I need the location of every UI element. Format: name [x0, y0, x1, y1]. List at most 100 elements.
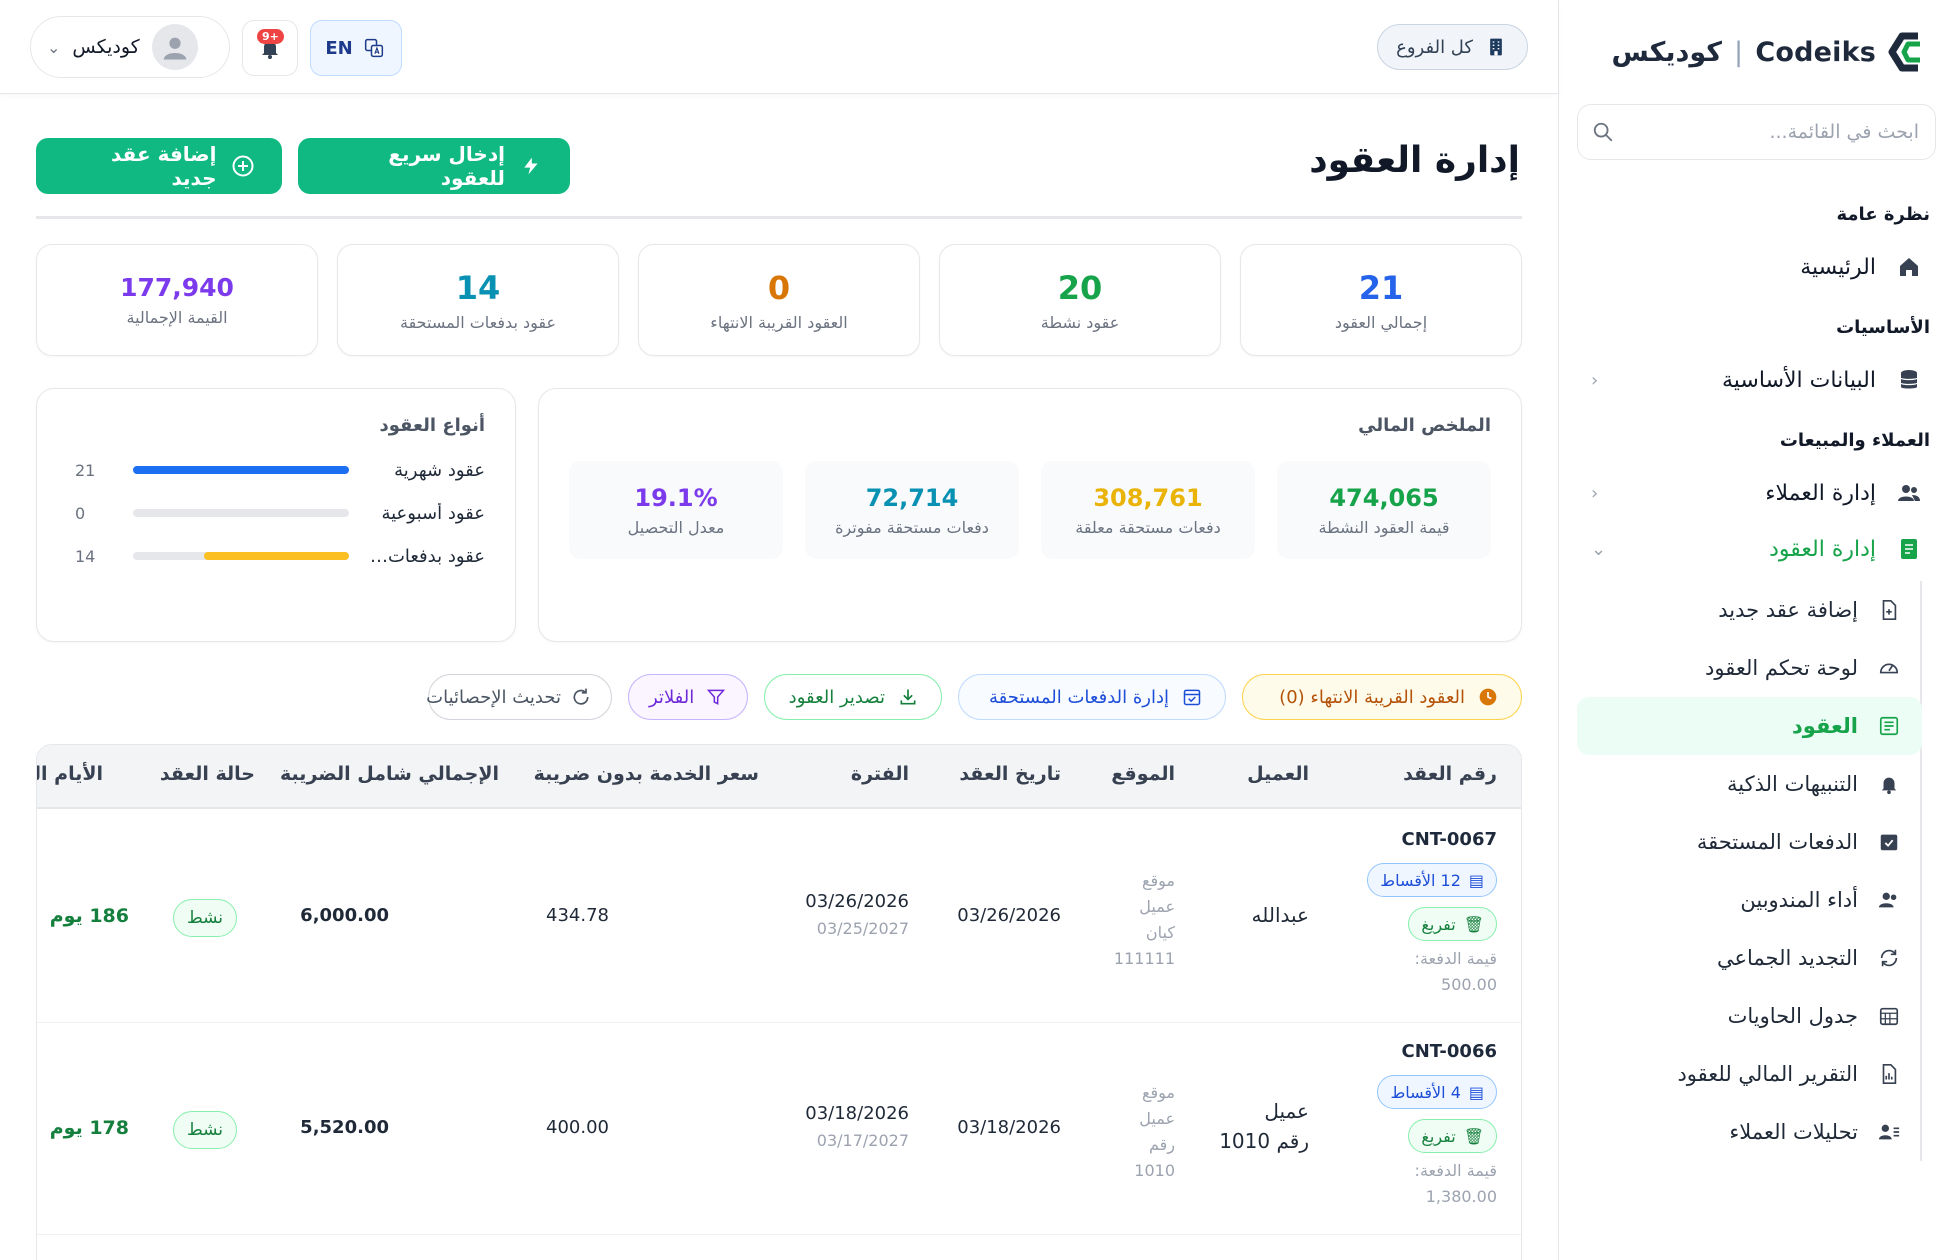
- contracts-table: رقم العقد العميل الموقع تاريخ العقد الفت…: [36, 744, 1522, 1260]
- th-client[interactable]: العميل: [1247, 763, 1309, 785]
- fin-tile-pending: 308,761 دفعات مستحقة معلقة: [1041, 461, 1255, 559]
- th-remaining-days[interactable]: الأيام المت: [37, 763, 103, 785]
- sidebar-item-home[interactable]: الرئيسية: [1577, 239, 1936, 295]
- calendar-icon: ▤: [1468, 870, 1484, 890]
- fin-tile-invoiced: 72,714 دفعات مستحقة مفوترة: [805, 461, 1019, 559]
- th-status[interactable]: حالة العقد: [159, 763, 255, 785]
- sidebar-subitem-bulk-renewal[interactable]: التجديد الجماعي: [1577, 929, 1922, 987]
- payment-value: 1,380.00: [1425, 1187, 1497, 1206]
- fin-label: دفعات مستحقة مفوترة: [835, 517, 989, 537]
- stat-card-total-value: 177,940 القيمة الإجمالية: [36, 244, 318, 356]
- sidebar-subitem-label: التجديد الجماعي: [1716, 946, 1858, 970]
- stat-label: عقود بدفعات المستحقة: [399, 312, 557, 332]
- chevron-down-icon: ⌄: [47, 37, 61, 57]
- brand-name-ar: كوديكس: [1611, 36, 1723, 68]
- location-line: عميل: [1139, 897, 1175, 916]
- contract-type-count: 0: [75, 503, 86, 523]
- period-start: 03/26/2026: [805, 891, 909, 912]
- sidebar-subitem-due-payments[interactable]: الدفعات المستحقة: [1577, 813, 1922, 871]
- plus-circle-icon: [231, 153, 257, 179]
- sidebar-search-input[interactable]: [1628, 121, 1919, 143]
- fin-value: 308,761: [1093, 483, 1203, 512]
- brand[interactable]: Codeiks | كوديكس: [1577, 0, 1936, 104]
- sidebar-item-master-data[interactable]: البيانات الأساسية ‹: [1577, 352, 1936, 408]
- th-location[interactable]: الموقع: [1111, 763, 1175, 785]
- sidebar-subitem-dashboard[interactable]: لوحة تحكم العقود: [1577, 639, 1922, 697]
- refresh-icon: [571, 684, 591, 710]
- payment-value-label: قيمة الدفعة:: [1414, 949, 1497, 968]
- sidebar-item-label: البيانات الأساسية: [1722, 367, 1876, 393]
- main-content: إدارة العقود إدخال سريع للعقود إضافة عقد…: [0, 94, 1558, 1260]
- contract-type-name: عقود أسبوعية: [381, 502, 485, 524]
- contract-number[interactable]: CNT-0066: [1401, 1041, 1497, 1062]
- sidebar-subitem-contracts[interactable]: العقود: [1577, 697, 1922, 755]
- stat-card-active: 20 عقود نشطة: [939, 244, 1221, 356]
- th-contract-number[interactable]: رقم العقد: [1403, 763, 1497, 785]
- users-icon: [1896, 480, 1922, 506]
- export-contracts-button[interactable]: تصدير العقود: [764, 674, 942, 720]
- chip-label: الفلاتر: [649, 686, 695, 708]
- trash-icon: 🗑: [1463, 1126, 1484, 1146]
- expiring-contracts-filter[interactable]: العقود القريبة الانتهاء (0): [1242, 674, 1522, 720]
- divider: [36, 216, 1522, 219]
- refresh-stats-button[interactable]: تحديث الإحصائيات: [426, 674, 612, 720]
- contract-number[interactable]: CNT-0067: [1401, 829, 1497, 850]
- sidebar-subitem-client-analytics[interactable]: تحليلات العملاء: [1577, 1103, 1922, 1161]
- contract-type-count: 21: [75, 460, 96, 480]
- filters-button[interactable]: الفلاتر: [628, 674, 748, 720]
- th-price-before-tax[interactable]: سعر الخدمة بدون ضريبة: [533, 763, 759, 785]
- building-icon: [1483, 34, 1509, 60]
- status-badge: نشط: [173, 899, 237, 937]
- add-contract-button[interactable]: إضافة عقد جديد: [36, 138, 282, 194]
- th-period[interactable]: الفترة: [850, 763, 909, 785]
- user-menu-button[interactable]: ⌄ كوديكس: [30, 16, 230, 78]
- language-toggle-button[interactable]: EN: [310, 20, 402, 76]
- branch-label: كل الفروع: [1396, 36, 1473, 58]
- notifications-button[interactable]: +9: [242, 20, 298, 76]
- client-name: عميل: [1264, 1099, 1309, 1123]
- total-with-tax: 5,520.00: [300, 1117, 389, 1138]
- file-plus-icon: [1876, 597, 1902, 623]
- th-total-with-tax[interactable]: الإجمالي شامل الضريبة: [280, 763, 499, 785]
- sidebar-subitem-containers[interactable]: جدول الحاويات: [1577, 987, 1922, 1045]
- chevron-down-icon: ⌄: [1591, 538, 1607, 560]
- users-icon: [1876, 887, 1902, 913]
- service-type-label: تفريغ: [1421, 1126, 1456, 1146]
- panel-title: أنواع العقود: [379, 415, 485, 436]
- contract-type-bar: [133, 466, 349, 474]
- sidebar-item-clients[interactable]: إدارة العملاء ‹: [1577, 465, 1936, 521]
- chevron-left-icon: ‹: [1591, 369, 1599, 391]
- remaining-days: 178 يوم: [49, 1117, 129, 1139]
- sidebar-subitem-add-contract[interactable]: إضافة عقد جديد: [1577, 581, 1922, 639]
- sidebar-subitem-reps-performance[interactable]: أداء المندوبين: [1577, 871, 1922, 929]
- fin-label: دفعات مستحقة معلقة: [1075, 517, 1221, 537]
- quick-entry-button[interactable]: إدخال سريع للعقود: [298, 138, 570, 194]
- bell-icon: [1876, 771, 1902, 797]
- stat-card-expiring: 0 العقود القريبة الانتهاء: [638, 244, 920, 356]
- status-badge: نشط: [173, 1111, 237, 1149]
- period-start: 03/18/2026: [805, 1103, 909, 1124]
- contract-type-row: عقود شهرية 21: [67, 455, 485, 485]
- panel-title: الملخص المالي: [1358, 415, 1491, 436]
- branch-selector-button[interactable]: كل الفروع: [1377, 24, 1528, 70]
- contract-type-bar-fill: [133, 466, 349, 474]
- contract-type-bar: [133, 552, 349, 560]
- table-row[interactable]: CNT-0067 ▤ 12 الأقساط 🗑 تفريغ قيمة الدفع…: [37, 811, 1521, 1023]
- chip-label: العقود القريبة الانتهاء (0): [1279, 686, 1465, 708]
- sidebar-item-contracts[interactable]: إدارة العقود ⌄: [1577, 521, 1936, 577]
- contracts-submenu: إضافة عقد جديد لوحة تحكم العقود العقود ا…: [1577, 581, 1922, 1161]
- fin-label: قيمة العقود النشطة: [1318, 517, 1450, 537]
- database-icon: [1896, 367, 1922, 393]
- list-doc-icon: [1876, 713, 1902, 739]
- th-contract-date[interactable]: تاريخ العقد: [959, 763, 1061, 785]
- financial-summary-panel: الملخص المالي 474,065 قيمة العقود النشطة…: [538, 388, 1522, 642]
- avatar: [151, 24, 198, 70]
- fin-tile-collection-rate: 19.1% معدل التحصيل: [569, 461, 783, 559]
- table-row[interactable]: CNT-0066 ▤ 4 الأقساط 🗑 تفريغ قيمة الدفعة…: [37, 1023, 1521, 1235]
- sidebar-subitem-smart-alerts[interactable]: التنبيهات الذكية: [1577, 755, 1922, 813]
- report-icon: [1876, 1061, 1902, 1087]
- service-type-badge: 🗑 تفريغ: [1408, 1119, 1497, 1153]
- sidebar-subitem-financial-report[interactable]: التقرير المالي للعقود: [1577, 1045, 1922, 1103]
- refresh-icon: [1876, 945, 1902, 971]
- due-payments-button[interactable]: إدارة الدفعات المستحقة: [958, 674, 1226, 720]
